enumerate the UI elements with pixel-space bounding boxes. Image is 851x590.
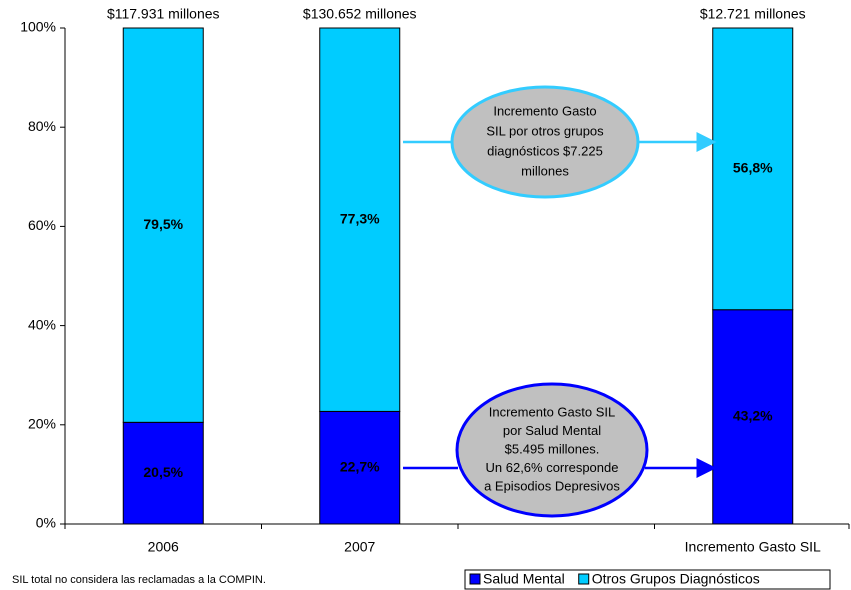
data-label: 22,7% — [340, 458, 380, 474]
legend-label: Salud Mental — [483, 571, 565, 587]
annotation-text: Incremento Gasto — [493, 103, 596, 118]
data-label: 20,5% — [143, 464, 183, 480]
legend-swatch — [578, 573, 590, 585]
y-tick-label: 20% — [28, 416, 56, 432]
annotation-text: por Salud Mental — [503, 423, 601, 438]
y-tick-label: 80% — [28, 118, 56, 134]
x-tick-label: 2007 — [344, 539, 375, 555]
y-tick-label: 60% — [28, 217, 56, 233]
bar-segment — [712, 27, 794, 311]
annotation-text: diagnósticos $7.225 — [487, 143, 603, 158]
bar-segment — [319, 27, 401, 412]
annotation-text: Un 62,6% corresponde — [486, 460, 619, 475]
annotation-text: a Episodios Depresivos — [484, 478, 620, 493]
footnote: SIL total no considera las reclamadas a … — [12, 574, 266, 586]
legend-label: Otros Grupos Diagnósticos — [592, 571, 760, 587]
bar-total-label: $12.721 millones — [700, 6, 806, 22]
legend-swatch — [469, 573, 481, 585]
x-tick-label: Incremento Gasto SIL — [685, 539, 821, 555]
annotation-bubble — [450, 85, 640, 199]
y-tick-label: 40% — [28, 316, 56, 332]
y-tick-label: 0% — [36, 515, 56, 531]
bar-total-label: $130.652 millones — [303, 6, 417, 22]
bar-segment — [122, 421, 204, 525]
data-label: 56,8% — [733, 160, 773, 176]
bar-segment — [122, 27, 204, 423]
data-label: 79,5% — [143, 216, 183, 232]
annotation-bubble — [455, 382, 649, 518]
annotation-text: SIL por otros grupos — [486, 123, 604, 138]
y-tick-label: 100% — [20, 19, 56, 35]
legend — [464, 569, 831, 590]
annotation-text: $5.495 millones. — [505, 441, 600, 456]
x-tick-label: 2006 — [148, 539, 179, 555]
bar-total-label: $117.931 millones — [107, 6, 220, 22]
data-label: 43,2% — [733, 408, 773, 424]
annotation-text: millones — [521, 163, 569, 178]
bar-segment — [712, 309, 794, 525]
data-label: 77,3% — [340, 210, 380, 226]
bar-segment — [319, 410, 401, 525]
annotation-text: Incremento Gasto SIL — [489, 404, 615, 419]
